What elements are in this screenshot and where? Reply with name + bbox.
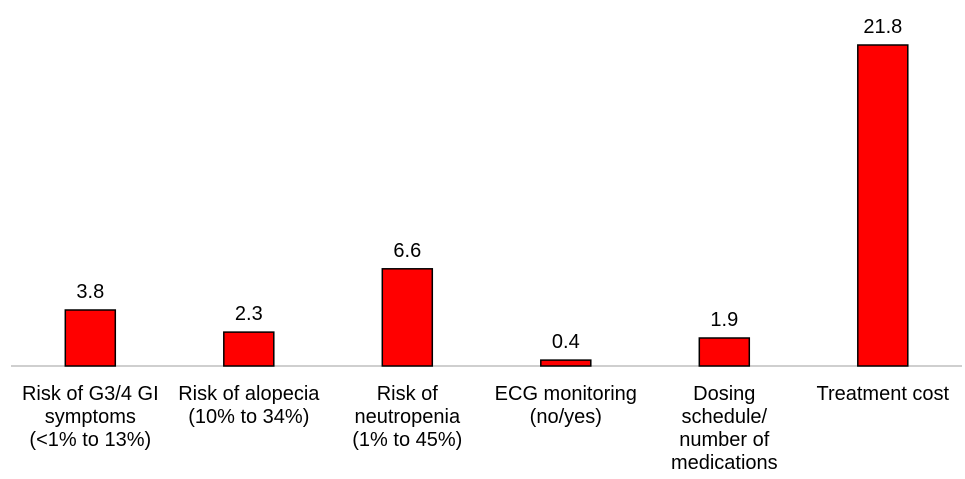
category-label-line: (1% to 45%) <box>352 429 462 451</box>
category-label-line: Risk of G3/4 GI <box>22 383 159 405</box>
bar-4 <box>540 359 592 367</box>
value-label-1: 3.8 <box>76 281 104 303</box>
value-label-5: 1.9 <box>710 309 738 331</box>
category-label-6: Treatment cost <box>816 383 949 405</box>
category-label-line: Risk of alopecia <box>178 383 320 405</box>
category-label-line: (<1% to 13%) <box>29 429 151 451</box>
category-labels-layer: Risk of G3/4 GI symptoms (<1% to 13%)Risk … <box>22 383 950 474</box>
category-label-line: (10% to 34%) <box>188 406 309 428</box>
category-label-line: number of <box>679 429 769 451</box>
category-label-line: Risk of <box>377 383 439 405</box>
value-labels-layer: 3.8 2.3 6.6 0.4 1.9 21.8 <box>76 16 902 353</box>
category-label-line: ECG monitoring <box>495 383 637 405</box>
value-label-3: 6.6 <box>393 240 421 262</box>
category-label-line: symptoms <box>45 406 136 428</box>
value-label-6: 21.8 <box>863 16 902 38</box>
category-label-2: Risk of alopecia (10% to 34%) <box>178 383 320 428</box>
category-label-1: Risk of G3/4 GI symptoms (<1% to 13%) <box>22 383 159 451</box>
bar-1 <box>64 309 117 367</box>
value-label-2: 2.3 <box>235 303 263 325</box>
category-label-line: Treatment cost <box>816 383 949 405</box>
category-label-3: Risk of neutropenia (1% to 45%) <box>352 383 462 451</box>
bar-2 <box>223 331 275 367</box>
category-label-5: Dosing schedule/number of medications <box>671 383 778 474</box>
bar-5 <box>698 337 751 367</box>
bar-3 <box>381 268 434 367</box>
category-label-4: ECG monitoring (no/yes) <box>495 383 637 428</box>
bar-6 <box>857 44 909 367</box>
category-label-line: Dosing <box>693 383 755 405</box>
category-label-line: (no/yes) <box>530 406 602 428</box>
category-label-line: neutropenia <box>354 406 461 428</box>
category-label-line: medications <box>671 452 778 474</box>
category-label-line: schedule/ <box>681 406 767 428</box>
value-label-4: 0.4 <box>552 331 580 353</box>
bars-layer <box>64 44 909 367</box>
